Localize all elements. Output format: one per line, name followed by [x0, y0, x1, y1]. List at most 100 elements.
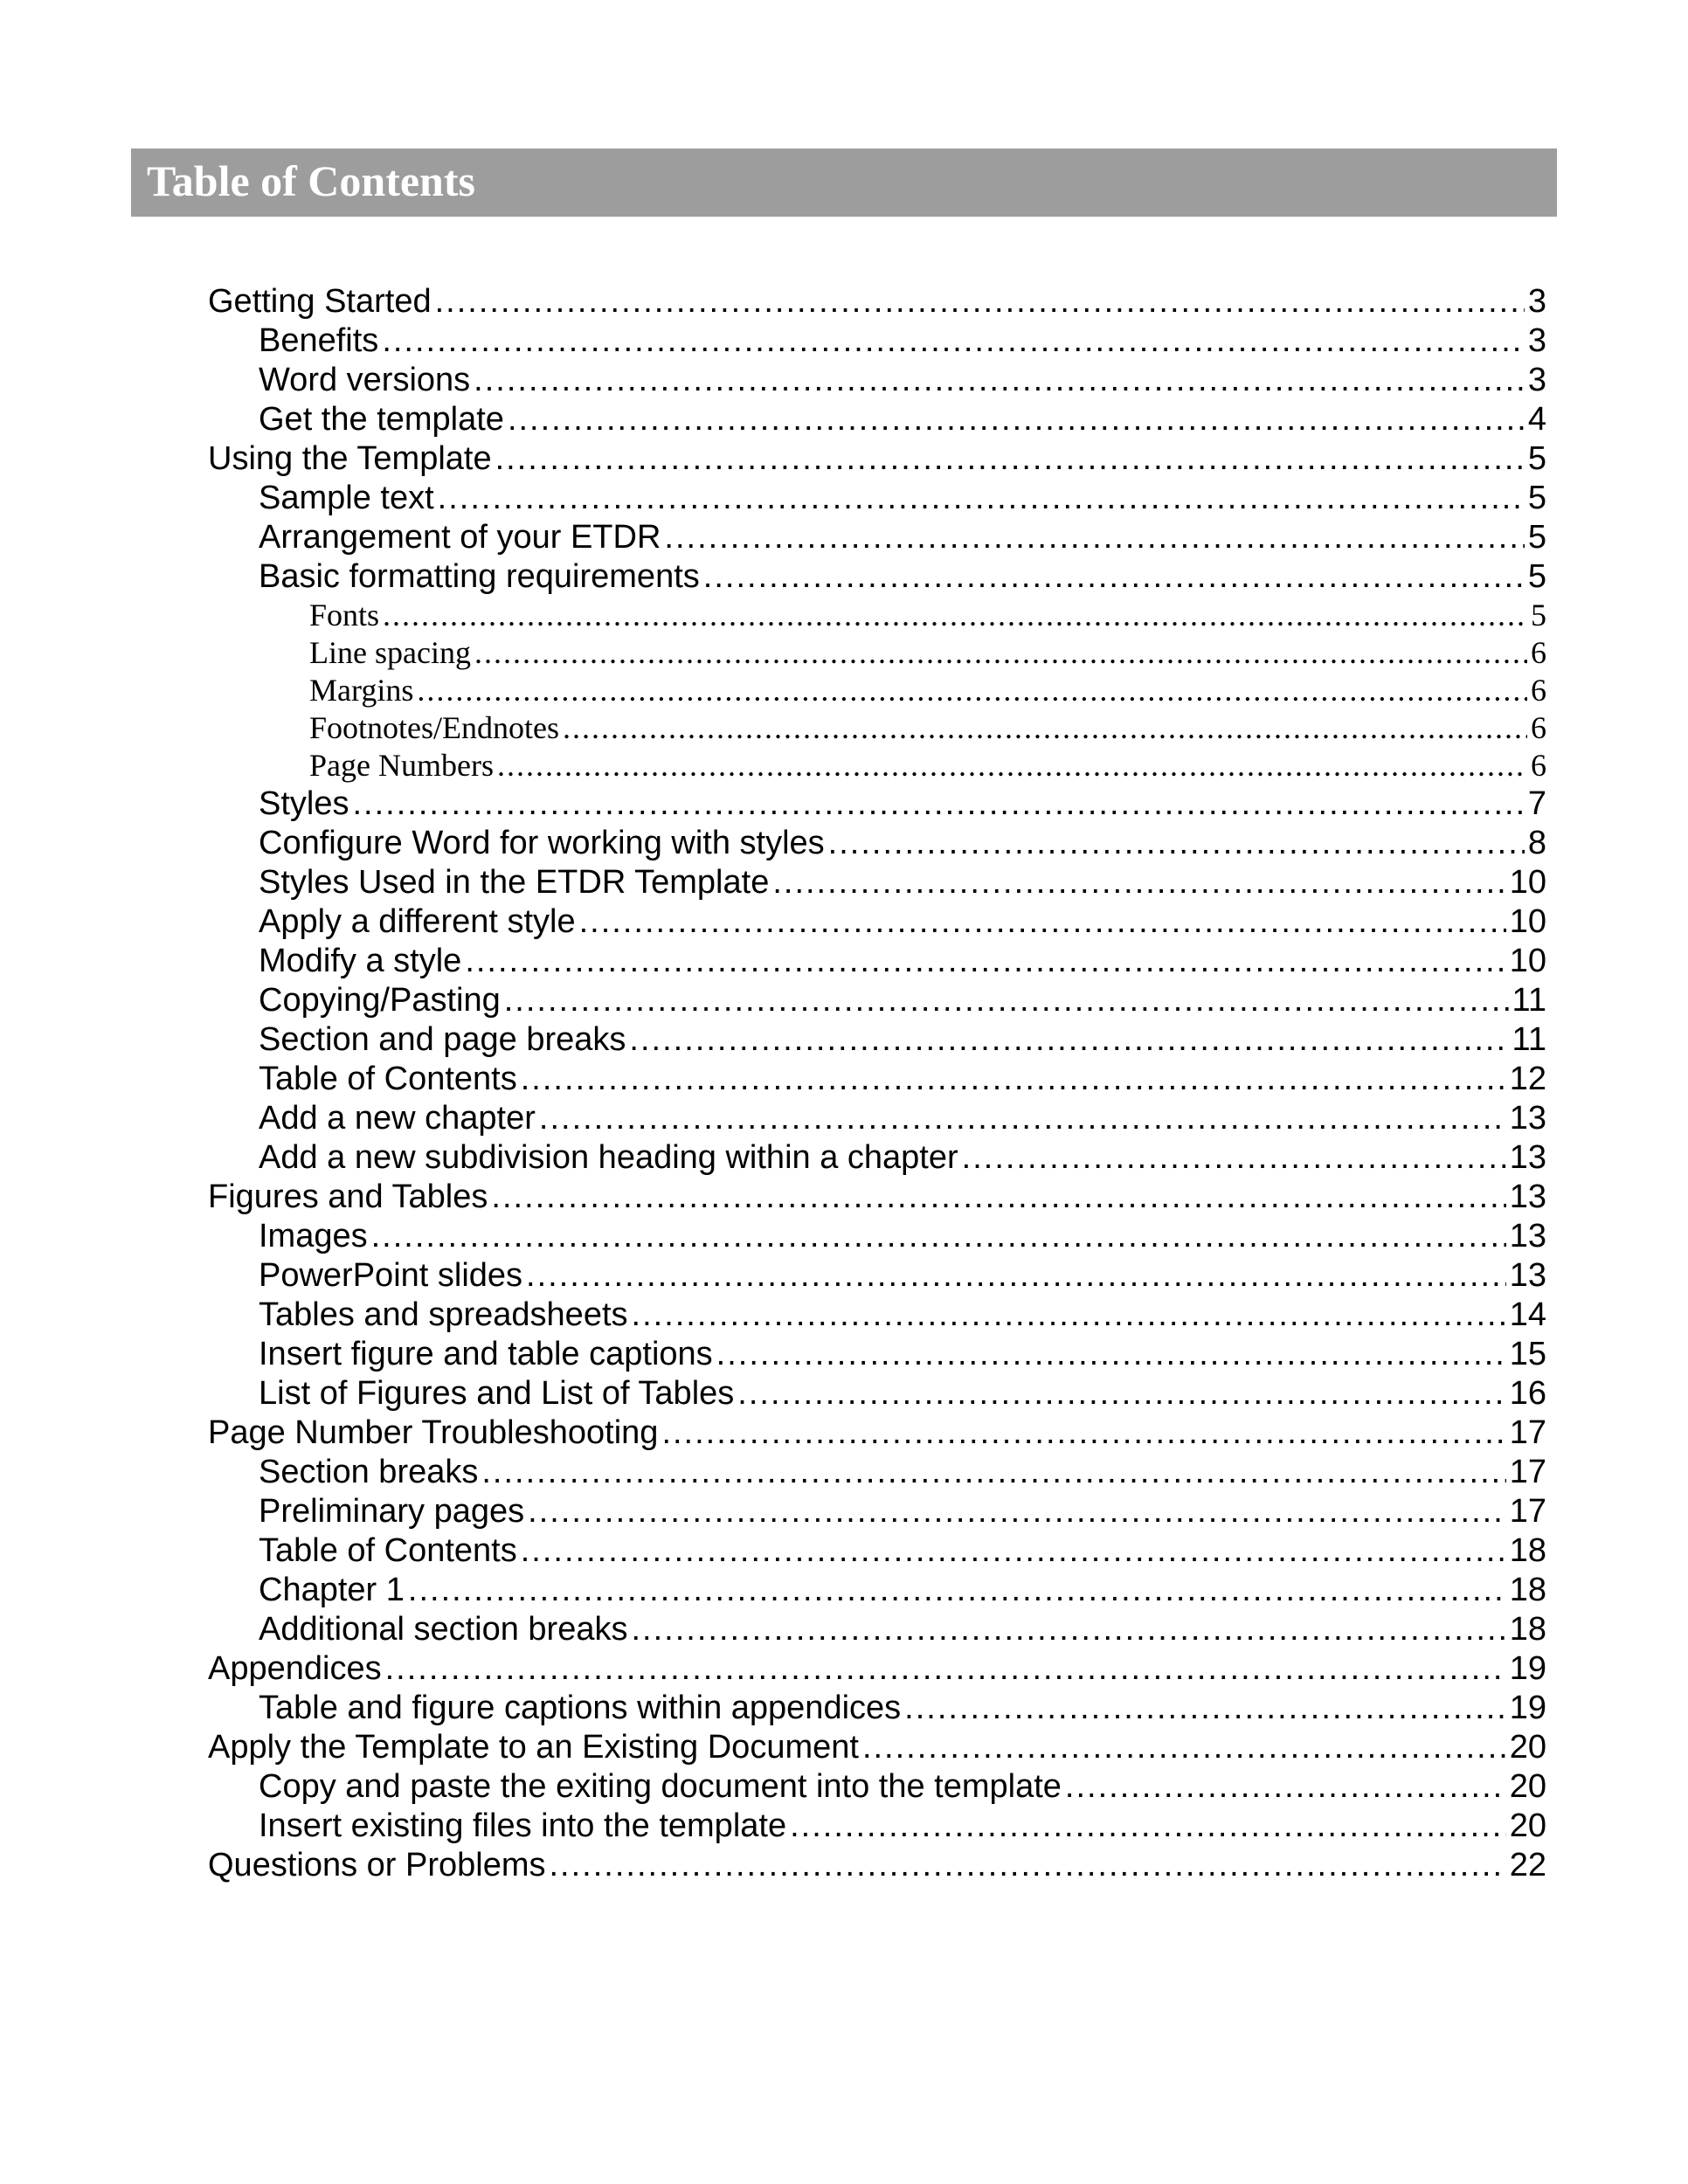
toc-entry-title: Basic formatting requirements: [259, 560, 700, 593]
toc-leader: ........................................…: [563, 712, 1527, 743]
toc-entry-title: Chapter 1: [259, 1573, 405, 1607]
toc-entry-title: List of Figures and List of Tables: [259, 1377, 734, 1410]
toc-leader: ........................................…: [383, 599, 1527, 631]
toc-entry-title: Configure Word for working with styles: [259, 826, 825, 860]
toc-entry: PowerPoint slides.......................…: [208, 1259, 1546, 1292]
toc-entry: Section and page breaks.................…: [208, 1023, 1546, 1056]
toc-entry-title: Appendices: [208, 1652, 382, 1685]
toc-entry-title: Tables and spreadsheets: [259, 1298, 628, 1331]
toc-entry-page: 13: [1510, 1180, 1546, 1213]
toc-leader: ........................................…: [408, 1573, 1506, 1607]
toc-entry-page: 20: [1510, 1770, 1546, 1803]
toc-leader: ........................................…: [828, 826, 1525, 860]
toc-entry-title: Insert existing files into the template: [259, 1809, 786, 1842]
toc-leader: ........................................…: [504, 984, 1509, 1017]
toc-leader: ........................................…: [737, 1377, 1505, 1410]
toc-leader: ........................................…: [385, 1652, 1506, 1685]
toc-entry-title: Line spacing: [309, 637, 471, 668]
toc-entry-page: 5: [1528, 442, 1546, 475]
toc-leader: ........................................…: [716, 1337, 1506, 1371]
toc-leader: ........................................…: [772, 866, 1505, 899]
toc-entry: Fonts...................................…: [208, 599, 1546, 631]
toc-entry: Getting Started.........................…: [208, 285, 1546, 318]
toc-entry-title: Using the Template: [208, 442, 492, 475]
toc-entry: Add a new chapter.......................…: [208, 1102, 1546, 1135]
toc-entry: List of Figures and List of Tables......…: [208, 1377, 1546, 1410]
toc-leader: ........................................…: [371, 1220, 1506, 1253]
toc-leader: ........................................…: [417, 674, 1527, 706]
toc-leader: ........................................…: [508, 403, 1525, 436]
toc-entry: Questions or Problems...................…: [208, 1849, 1546, 1882]
toc-leader: ........................................…: [703, 560, 1525, 593]
toc-entry-page: 12: [1510, 1062, 1546, 1095]
toc-entry-page: 11: [1512, 1023, 1546, 1056]
document-page: Table of Contents Getting Started.......…: [0, 0, 1688, 2184]
toc-entry-title: Styles: [259, 787, 349, 820]
toc-entry-title: Styles Used in the ETDR Template: [259, 866, 769, 899]
toc-entry-title: Apply a different style: [259, 905, 576, 938]
toc-entry: Footnotes/Endnotes......................…: [208, 712, 1546, 743]
toc-leader: ........................................…: [962, 1141, 1506, 1174]
toc-entry: Preliminary pages.......................…: [208, 1495, 1546, 1528]
toc-leader: ........................................…: [550, 1849, 1506, 1882]
toc-entry: Page Number Troubleshooting.............…: [208, 1416, 1546, 1449]
toc-entry-page: 18: [1510, 1534, 1546, 1567]
toc-entry-page: 3: [1528, 285, 1546, 318]
toc-entry-title: Insert figure and table captions: [259, 1337, 713, 1371]
toc-entry-page: 20: [1510, 1809, 1546, 1842]
toc-leader: ........................................…: [438, 481, 1525, 515]
toc-entry-title: Benefits: [259, 324, 378, 357]
toc-entry: Sample text.............................…: [208, 481, 1546, 515]
toc-entry-page: 5: [1531, 599, 1546, 631]
toc-entry: Insert figure and table captions........…: [208, 1337, 1546, 1371]
toc-entry: Margins.................................…: [208, 674, 1546, 706]
toc-entry-page: 8: [1528, 826, 1546, 860]
toc-entry-title: Copying/Pasting: [259, 984, 501, 1017]
toc-entry-title: Preliminary pages: [259, 1495, 524, 1528]
toc-leader: ........................................…: [904, 1691, 1506, 1724]
toc-entry: Configure Word for working with styles..…: [208, 826, 1546, 860]
toc-entry-title: Images: [259, 1220, 368, 1253]
toc-entry-title: Page Numbers: [309, 750, 494, 781]
toc-leader: ........................................…: [481, 1455, 1505, 1489]
toc-leader: ........................................…: [631, 1613, 1505, 1646]
toc-leader: ........................................…: [465, 944, 1505, 978]
toc-entry-page: 3: [1528, 324, 1546, 357]
toc-leader: ........................................…: [664, 521, 1524, 554]
toc-leader: ........................................…: [632, 1298, 1506, 1331]
toc-entry: Additional section breaks...............…: [208, 1613, 1546, 1646]
toc-entry: Add a new subdivision heading within a c…: [208, 1141, 1546, 1174]
toc-entry-title: Table of Contents: [259, 1062, 517, 1095]
toc-entry-page: 20: [1510, 1731, 1546, 1764]
toc-leader: ........................................…: [491, 1180, 1505, 1213]
toc-heading: Table of Contents: [131, 149, 1557, 217]
toc-entry: Basic formatting requirements...........…: [208, 560, 1546, 593]
toc-entry-page: 10: [1510, 944, 1546, 978]
toc-entry-page: 18: [1510, 1573, 1546, 1607]
toc-entry: Chapter 1...............................…: [208, 1573, 1546, 1607]
toc-entry: Styles..................................…: [208, 787, 1546, 820]
toc-entry-title: Add a new chapter: [259, 1102, 536, 1135]
toc-leader: ........................................…: [352, 787, 1524, 820]
toc-entry-title: Footnotes/Endnotes: [309, 712, 559, 743]
toc-leader: ........................................…: [1065, 1770, 1506, 1803]
toc-entry-page: 19: [1510, 1652, 1546, 1685]
toc-entry-title: Modify a style: [259, 944, 461, 978]
toc-entry-title: Getting Started: [208, 285, 432, 318]
toc-entry: Table of Contents.......................…: [208, 1534, 1546, 1567]
toc-entry-page: 7: [1528, 787, 1546, 820]
toc-entry-page: 17: [1510, 1416, 1546, 1449]
toc-entry-page: 17: [1510, 1455, 1546, 1489]
toc-entry: Page Numbers............................…: [208, 750, 1546, 781]
toc-entry: Table and figure captions within appendi…: [208, 1691, 1546, 1724]
toc-entry: Benefits................................…: [208, 324, 1546, 357]
toc-entry: Word versions...........................…: [208, 363, 1546, 397]
toc-entry-page: 6: [1531, 637, 1546, 668]
toc-entry-page: 16: [1510, 1377, 1546, 1410]
toc-entry-page: 13: [1510, 1259, 1546, 1292]
toc-entry-page: 5: [1528, 481, 1546, 515]
toc-entry-title: Section and page breaks: [259, 1023, 626, 1056]
toc-entry: Modify a style..........................…: [208, 944, 1546, 978]
toc-entry-page: 14: [1510, 1298, 1546, 1331]
toc-entry: Using the Template......................…: [208, 442, 1546, 475]
